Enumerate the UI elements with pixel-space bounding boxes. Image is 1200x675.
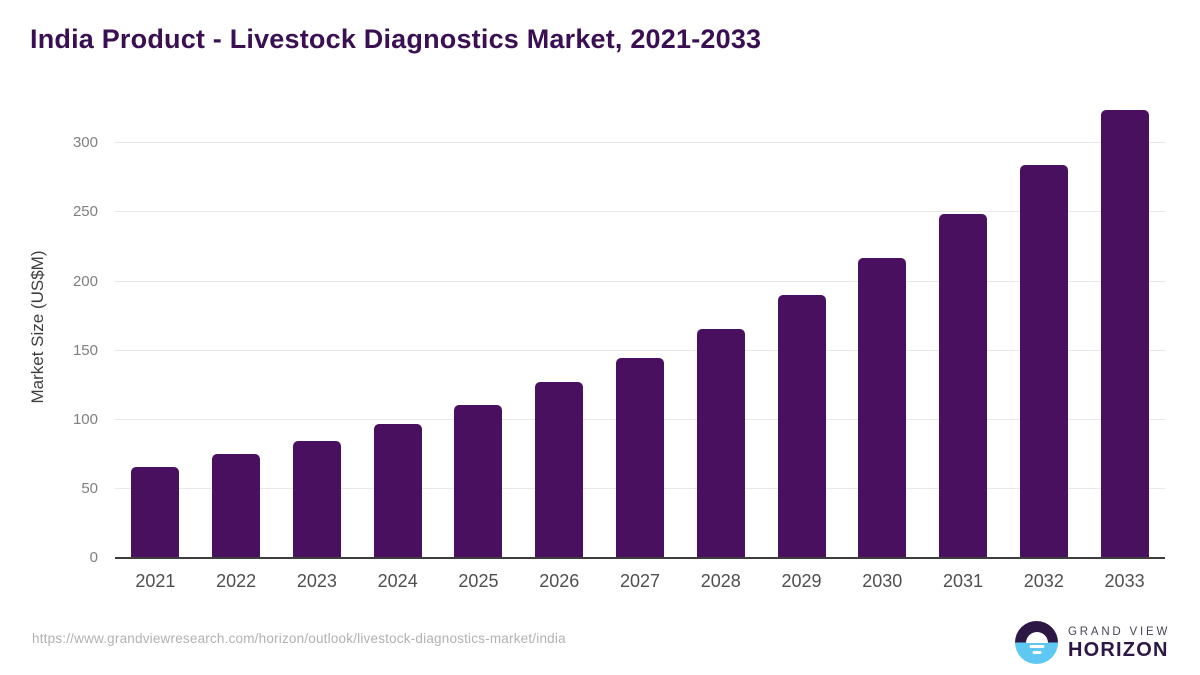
bar <box>696 328 745 558</box>
y-tick-label: 200 <box>72 272 98 290</box>
y-tick-label: 300 <box>72 134 98 152</box>
bar <box>1100 110 1149 558</box>
bar <box>1019 165 1068 558</box>
logo-top-text: GRAND VIEW <box>1068 625 1171 638</box>
y-tick-label: 0 <box>89 549 98 566</box>
bar-slot: 2032 <box>1003 0 1084 591</box>
x-tick-label: 2026 <box>539 571 580 591</box>
bar <box>615 357 664 558</box>
x-tick-label: 2031 <box>943 571 984 591</box>
sun-shape <box>1025 631 1048 643</box>
sun-reflection-line <box>1032 651 1041 654</box>
y-axis-title: Market Size (US$M) <box>28 250 47 404</box>
grand-view-horizon-logo: GRAND VIEW HORIZON <box>1015 621 1170 664</box>
logo-text: GRAND VIEW HORIZON <box>1068 625 1170 661</box>
bar-slot: 2023 <box>277 0 358 591</box>
horizon-sun-icon <box>1015 621 1058 664</box>
sun-reflection-line <box>1029 645 1044 648</box>
bar <box>373 423 422 558</box>
bar-slot: 2025 <box>438 0 519 591</box>
y-tick-label: 50 <box>81 479 98 497</box>
bar-series: 2021 2022 2023 2024 2025 2026 2027 2028 2029 2030… <box>115 0 1165 591</box>
bar-slot: 2031 <box>923 0 1004 591</box>
y-tick-label: 250 <box>72 203 98 221</box>
x-tick-label: 2027 <box>619 571 660 591</box>
gridline <box>115 280 1165 282</box>
bar <box>212 454 261 558</box>
gridline <box>115 211 1165 213</box>
x-tick-label: 2024 <box>377 571 418 591</box>
bar <box>131 466 180 558</box>
source-url: https://www.grandviewresearch.com/horizo… <box>32 631 566 646</box>
bar-slot: 2033 <box>1084 0 1165 591</box>
bar-slot: 2026 <box>519 0 600 591</box>
bar <box>292 440 341 558</box>
x-tick-label: 2023 <box>296 571 337 591</box>
bar <box>454 404 503 558</box>
x-tick-label: 2028 <box>700 571 741 591</box>
page-title: India Product - Livestock Diagnostics Ma… <box>30 24 762 54</box>
x-tick-label: 2021 <box>135 571 176 591</box>
x-tick-label: 2030 <box>862 571 903 591</box>
bar-slot: 2024 <box>357 0 438 591</box>
logo-bottom-text: HORIZON <box>1068 638 1169 661</box>
bar-slot: 2027 <box>600 0 681 591</box>
plot-area: 2021 2022 2023 2024 2025 2026 2027 2028 2029 2030… <box>115 0 1165 591</box>
gridline <box>115 349 1165 351</box>
bar-slot: 2022 <box>196 0 277 591</box>
bar <box>939 213 988 558</box>
x-tick-label: 2029 <box>781 571 822 591</box>
bar <box>858 258 907 558</box>
y-tick-label: 100 <box>72 410 98 428</box>
x-tick-label: 2025 <box>458 571 499 591</box>
x-tick-label: 2032 <box>1023 571 1064 591</box>
x-axis-line <box>115 557 1165 559</box>
gridline <box>115 142 1165 144</box>
x-tick-label: 2033 <box>1104 571 1145 591</box>
bar-slot: 2028 <box>680 0 761 591</box>
bar <box>535 382 584 558</box>
bar-slot: 2021 <box>115 0 196 591</box>
bar-slot: 2030 <box>842 0 923 591</box>
bar-slot: 2029 <box>761 0 842 591</box>
bar <box>777 295 826 558</box>
x-tick-label: 2022 <box>216 571 257 591</box>
y-tick-label: 150 <box>72 341 98 359</box>
